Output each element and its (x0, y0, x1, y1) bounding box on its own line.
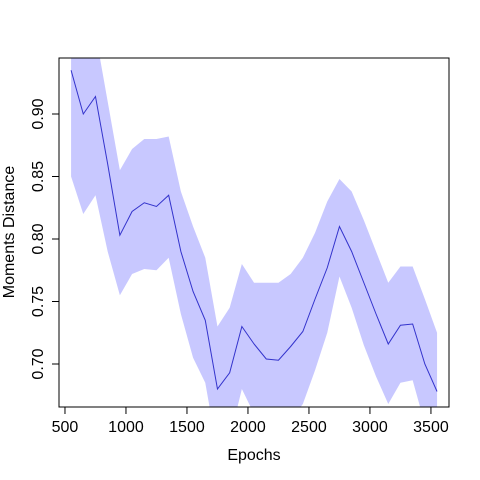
y-tick-label: 0.75 (30, 286, 47, 317)
x-tick-label: 1500 (169, 419, 205, 436)
plot-area (70, 58, 438, 407)
x-tick-label: 1000 (108, 419, 144, 436)
x-tick-label: 3500 (413, 419, 449, 436)
y-tick-label: 0.70 (30, 348, 47, 379)
y-tick-label: 0.80 (30, 223, 47, 254)
x-axis-label: Epochs (227, 447, 280, 464)
y-axis-label: Moments Distance (1, 166, 18, 299)
y-tick-label: 0.85 (30, 161, 47, 192)
x-tick-label: 2000 (230, 419, 266, 436)
x-tick-label: 2500 (291, 419, 327, 436)
line (70, 70, 438, 392)
x-tick-label: 3000 (352, 419, 388, 436)
y-tick-label: 0.90 (30, 98, 47, 129)
x-tick-label: 500 (52, 419, 79, 436)
confidence-band (71, 58, 438, 407)
